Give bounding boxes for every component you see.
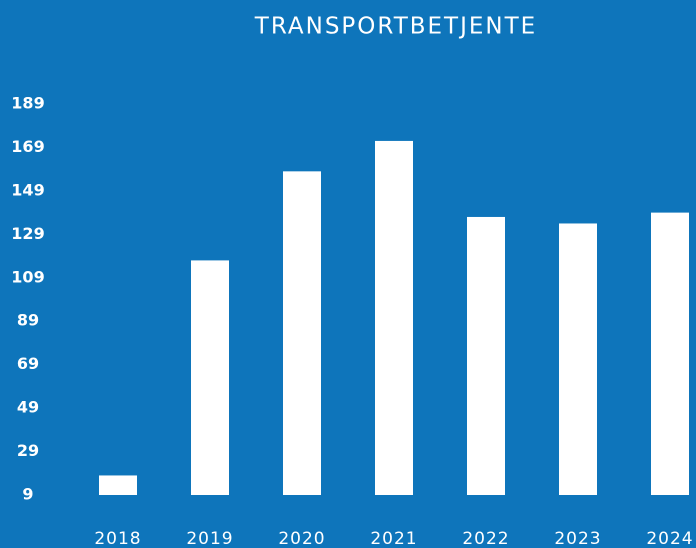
x-tick-label: 2024	[646, 529, 693, 548]
y-tick-label: 89	[17, 311, 39, 330]
y-tick-label: 169	[11, 137, 44, 156]
y-tick-label: 149	[11, 180, 44, 199]
y-tick-label: 129	[11, 224, 44, 243]
y-tick-label: 29	[17, 441, 39, 460]
bar	[283, 171, 321, 496]
bar	[559, 223, 597, 495]
bar	[99, 475, 137, 495]
chart-title: TRANSPORTBETJENTE	[254, 14, 537, 40]
bar	[651, 212, 689, 495]
y-tick-label: 9	[22, 485, 33, 504]
x-tick-label: 2018	[94, 529, 141, 548]
y-tick-label: 109	[11, 267, 44, 286]
y-tick-label: 189	[11, 94, 44, 113]
y-tick-label: 49	[17, 398, 39, 417]
bar	[191, 260, 229, 495]
x-tick-label: 2021	[370, 529, 417, 548]
x-tick-label: 2022	[462, 529, 509, 548]
x-tick-label: 2019	[186, 529, 233, 548]
y-tick-label: 69	[17, 354, 39, 373]
x-tick-label: 2023	[554, 529, 601, 548]
bar	[467, 216, 505, 495]
x-tick-label: 2020	[278, 529, 325, 548]
bar	[375, 140, 413, 495]
